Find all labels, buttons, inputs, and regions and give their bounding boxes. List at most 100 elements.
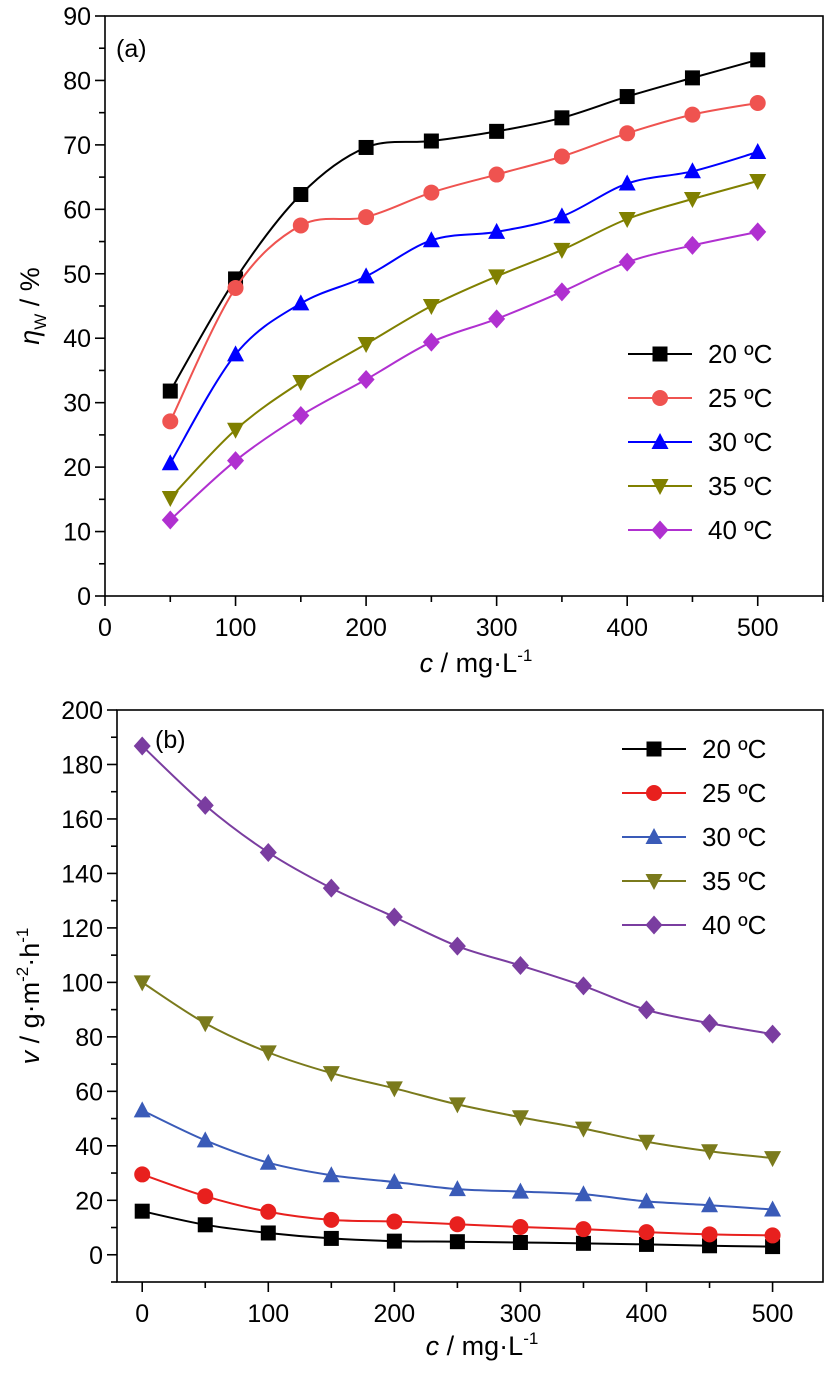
data-point	[618, 174, 636, 191]
y-tick-label: 40	[75, 1133, 103, 1161]
y-tick-label: 0	[89, 1242, 103, 1270]
x-tick-label: 0	[135, 1300, 149, 1328]
data-point	[161, 491, 179, 508]
x-tick-label: 500	[737, 614, 779, 642]
data-point	[357, 369, 375, 389]
series-30C	[133, 1101, 782, 1217]
legend-label: 40 ºC	[702, 910, 766, 940]
data-point	[638, 1134, 655, 1151]
legend-entry: 40 ºC	[622, 910, 766, 940]
y-tick-label: 160	[61, 806, 103, 834]
legend-label: 25 ºC	[702, 778, 766, 808]
data-point	[701, 1226, 718, 1243]
data-point	[575, 1235, 591, 1251]
data-point	[764, 1024, 782, 1044]
x-tick-label: 100	[247, 1300, 289, 1328]
legend-marker	[646, 741, 662, 757]
legend-entry: 30 ºC	[622, 822, 766, 852]
data-point	[260, 1225, 276, 1241]
y-tick-label: 20	[75, 1187, 103, 1215]
data-point	[260, 1203, 277, 1220]
series-20C	[134, 1203, 781, 1255]
data-point	[422, 332, 440, 352]
data-point	[423, 133, 439, 149]
data-point	[750, 52, 766, 68]
data-point	[197, 1188, 214, 1205]
legend-marker	[645, 828, 663, 844]
data-point	[765, 1239, 781, 1255]
chart-panel-a: 0 100 200 300 400 500 0 10 20 30 40 50 60 70 80 90 c / m…	[15, 3, 824, 678]
data-point	[488, 166, 505, 183]
series-line	[141, 745, 773, 1036]
data-point	[702, 1238, 718, 1254]
data-point	[488, 309, 506, 329]
series-line	[169, 151, 759, 464]
data-point	[133, 975, 151, 992]
legend-label: 35 ºC	[708, 471, 772, 501]
data-point	[749, 142, 767, 159]
data-point	[701, 1196, 719, 1213]
plot-frame	[104, 15, 824, 597]
data-point	[162, 413, 179, 430]
data-point	[386, 1233, 402, 1249]
legend-entry: 20 ºC	[628, 339, 772, 369]
data-point	[196, 1016, 214, 1033]
data-point	[423, 184, 440, 201]
data-point	[259, 842, 277, 862]
data-point	[488, 269, 506, 286]
data-point	[512, 1218, 529, 1235]
panel-label: (a)	[116, 35, 147, 63]
data-point	[619, 125, 636, 142]
data-point	[259, 1045, 277, 1062]
legend-label: 35 ºC	[702, 866, 766, 896]
legend-marker	[645, 874, 663, 890]
data-point	[161, 454, 179, 471]
series-20C	[162, 52, 766, 399]
series-25C	[162, 95, 766, 430]
data-point	[385, 907, 403, 927]
legend-marker	[651, 433, 669, 449]
legend-label: 30 ºC	[708, 427, 772, 457]
y-tick-label: 200	[61, 697, 103, 725]
data-point	[227, 345, 245, 362]
data-point	[575, 1221, 592, 1238]
y-tick-label: 180	[61, 751, 103, 779]
data-point	[196, 795, 214, 815]
data-point	[449, 1216, 466, 1233]
y-tick-label: 80	[63, 67, 91, 95]
data-point	[574, 1185, 592, 1202]
legend-marker	[651, 479, 669, 495]
x-tick-label: 200	[373, 1300, 415, 1328]
legend-entry: 20 ºC	[622, 734, 766, 764]
x-tick-label: 300	[476, 614, 518, 642]
data-point	[512, 1235, 528, 1251]
series-line	[169, 180, 758, 499]
data-point	[489, 123, 505, 139]
legend-entry: 30 ºC	[628, 427, 772, 457]
data-point	[292, 375, 310, 392]
data-point	[386, 1213, 403, 1230]
data-point	[227, 422, 245, 439]
data-point	[322, 878, 340, 898]
legend-entry: 35 ºC	[622, 866, 766, 896]
data-point	[227, 279, 244, 296]
panel-label: (b)	[155, 726, 186, 754]
x-tick-label: 0	[98, 614, 112, 642]
series-35C	[161, 173, 767, 508]
data-point	[161, 510, 179, 530]
data-point	[638, 1224, 655, 1241]
data-point	[134, 1166, 151, 1183]
y-axis-title: ηW / %	[15, 267, 50, 345]
data-point	[449, 1234, 465, 1250]
data-point	[358, 139, 374, 155]
data-point	[749, 95, 766, 111]
y-tick-label: 50	[63, 261, 91, 289]
legend-entry: 25 ºC	[628, 383, 772, 413]
legend-entry: 35 ºC	[628, 471, 772, 501]
x-tick-label: 400	[606, 614, 648, 642]
data-point	[292, 406, 310, 426]
data-point	[574, 976, 592, 996]
data-point	[638, 1192, 655, 1209]
data-point	[553, 148, 570, 165]
